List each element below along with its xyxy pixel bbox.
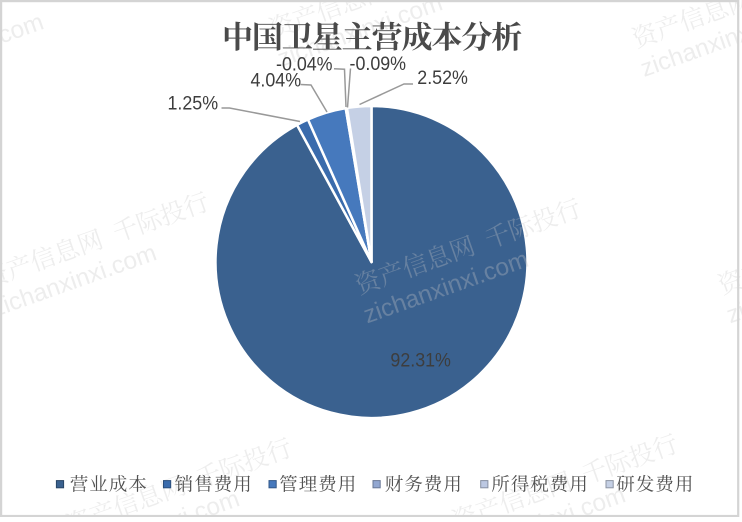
- svg-text:-0.04%: -0.04%: [276, 53, 333, 75]
- svg-text:2.52%: 2.52%: [417, 66, 468, 88]
- svg-text:4.04%: 4.04%: [251, 69, 302, 91]
- svg-text:-0.09%: -0.09%: [350, 52, 407, 74]
- svg-text:1.25%: 1.25%: [168, 92, 219, 114]
- svg-text:92.31%: 92.31%: [390, 349, 451, 371]
